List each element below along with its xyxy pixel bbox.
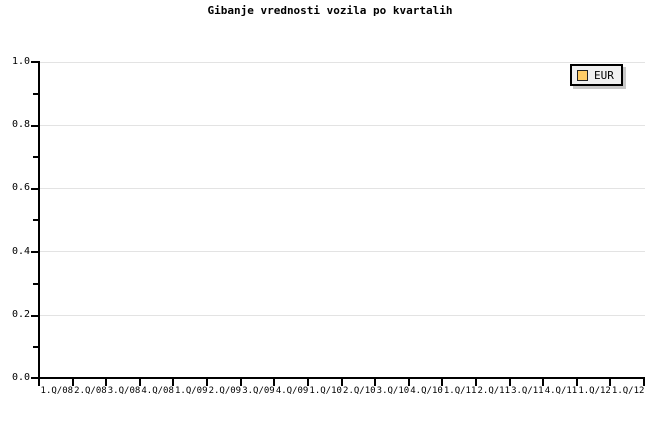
legend-swatch-eur — [577, 69, 588, 81]
x-axis-tick — [374, 379, 377, 386]
x-axis-tick — [575, 379, 578, 386]
y-tick-major — [31, 188, 39, 190]
x-axis-tick-label: 1.Q/12 — [611, 386, 645, 396]
y-tick-major — [31, 251, 39, 253]
gridline-0-2 — [40, 315, 645, 316]
x-axis-tick — [474, 379, 477, 386]
x-axis-tick-label: 1.Q/12 — [578, 386, 611, 396]
y-axis-line — [38, 61, 40, 379]
gridline-0-8 — [40, 125, 645, 126]
y-tick-minor — [33, 283, 39, 285]
y-axis-tick-label: 0.2 — [11, 308, 30, 320]
gridline-1-0 — [40, 62, 645, 63]
y-tick-minor — [33, 219, 39, 221]
x-axis-tick — [542, 379, 545, 386]
x-axis-tick — [407, 379, 410, 386]
x-axis-tick — [105, 379, 108, 386]
x-axis-tick-label: 4.Q/10 — [410, 386, 443, 396]
x-axis-tick-label: 3.Q/11 — [511, 386, 544, 396]
y-axis-labels: 1.0 0.8 0.6 0.4 0.2 0.0 — [0, 0, 30, 440]
y-tick-major — [31, 377, 39, 379]
x-axis-tick-label: 4.Q/09 — [275, 386, 309, 396]
x-axis-tick — [71, 379, 74, 386]
x-axis-tick — [206, 379, 209, 386]
y-axis-tick-label: 0.4 — [11, 245, 30, 257]
x-axis-tick-label: 1.Q/08 — [40, 386, 74, 396]
legend-box[interactable]: EUR — [570, 64, 623, 86]
x-axis-tick-label: 2.Q/11 — [477, 386, 510, 396]
x-axis-tick-label: 3.Q/10 — [376, 386, 410, 396]
y-tick-minor — [33, 93, 39, 95]
x-axis-tick-label: 1.Q/10 — [309, 386, 342, 396]
y-axis-tick-label: 0.8 — [11, 119, 30, 131]
y-tick-major — [31, 61, 39, 63]
gridline-0-6 — [40, 188, 645, 189]
x-axis-tick — [643, 379, 645, 386]
x-axis-tick-label: 3.Q/09 — [242, 386, 275, 396]
y-tick-major — [31, 125, 39, 127]
x-axis-tick — [508, 379, 511, 386]
x-axis-tick — [38, 379, 40, 386]
x-axis-tick-label: 2.Q/08 — [74, 386, 107, 396]
x-axis-tick-label: 1.Q/09 — [174, 386, 208, 396]
y-axis-tick-label: 1.0 — [11, 56, 30, 67]
x-axis-line — [38, 377, 645, 379]
x-axis-tick-label: 1.Q/11 — [443, 386, 477, 396]
chart-title: Gibanje vrednosti vozila po kvartalih — [207, 4, 453, 17]
y-axis-tick-label: 0.6 — [11, 182, 30, 194]
x-axis-tick — [273, 379, 276, 386]
x-axis-tick — [340, 379, 343, 386]
x-axis-tick — [172, 379, 175, 386]
x-axis-tick — [609, 379, 612, 386]
legend-label-eur: EUR — [594, 68, 614, 82]
x-axis-tick — [306, 379, 309, 386]
y-tick-minor — [33, 156, 39, 158]
x-axis-tick — [239, 379, 242, 386]
x-axis-tick-label: 4.Q/08 — [141, 386, 174, 396]
x-axis-tick — [441, 379, 444, 386]
y-tick-minor — [33, 346, 39, 348]
plot-area — [40, 62, 645, 378]
x-axis-tick-label: 2.Q/09 — [208, 386, 242, 396]
y-axis-tick-label: 0.0 — [11, 372, 30, 383]
x-axis-tick-label: 3.Q/08 — [107, 386, 141, 396]
x-axis-tick — [138, 379, 141, 386]
series-eur-line — [40, 62, 645, 378]
x-axis-tick-label: 4.Q/11 — [544, 386, 578, 396]
y-tick-major — [31, 315, 39, 317]
x-axis-tick-label: 2.Q/10 — [343, 386, 376, 396]
gridline-0-4 — [40, 251, 645, 252]
